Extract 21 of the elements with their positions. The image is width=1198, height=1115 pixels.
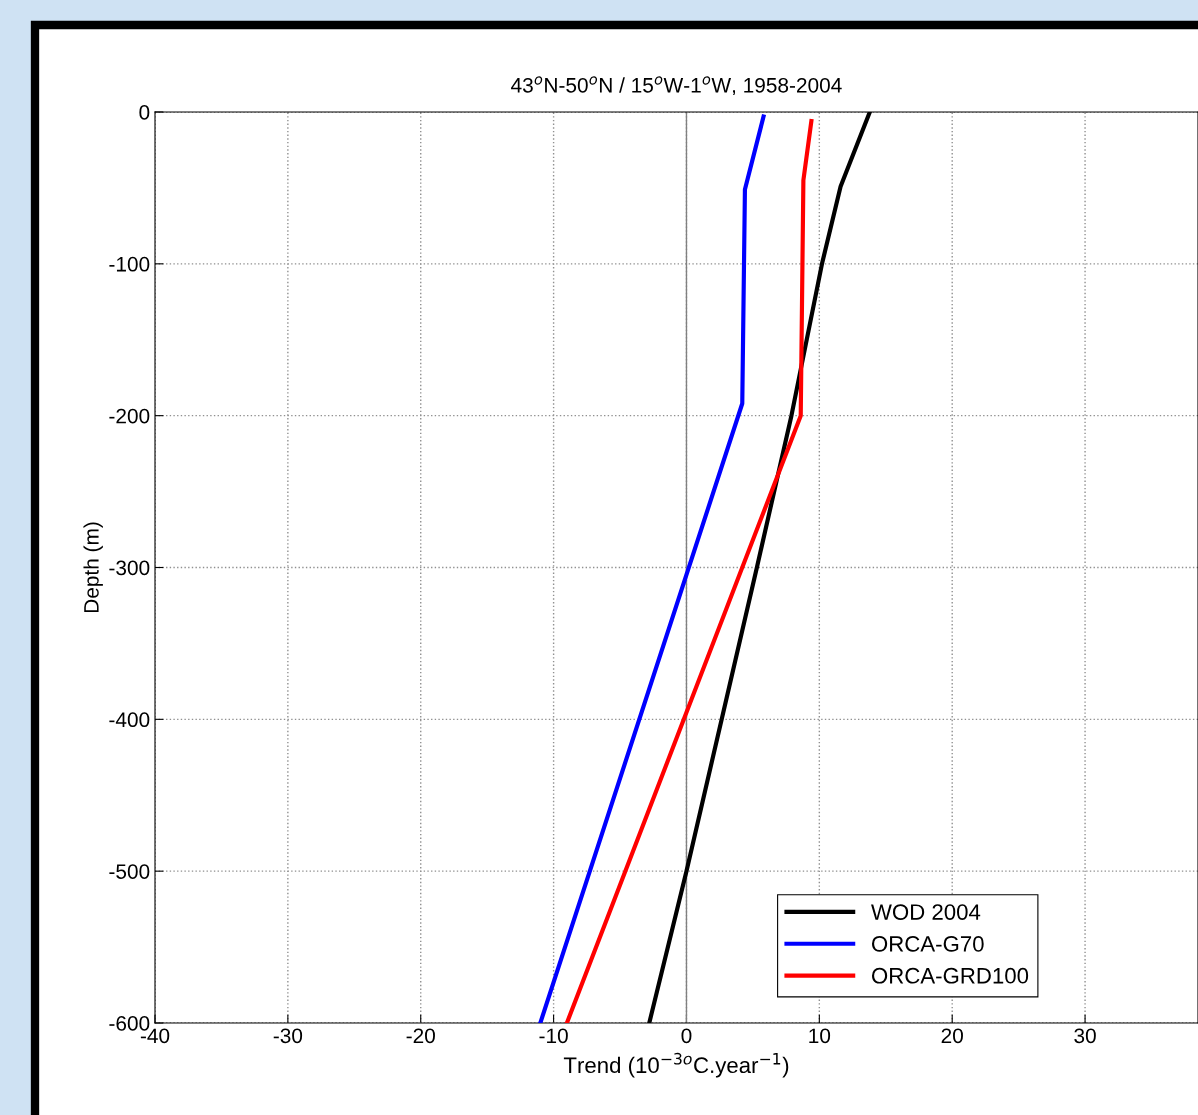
y-axis-title: Depth (m) bbox=[83, 522, 103, 613]
x-tick-label: -30 bbox=[273, 1028, 303, 1044]
y-tick-label: -300 bbox=[109, 560, 150, 576]
x-tick-label: 20 bbox=[941, 1028, 963, 1044]
y-tick-label: 0 bbox=[139, 105, 150, 120]
x-tick-label: 0 bbox=[681, 1028, 692, 1044]
line-series bbox=[538, 114, 766, 1023]
line-series bbox=[564, 119, 814, 1023]
x-tick-label: -10 bbox=[539, 1028, 568, 1044]
y-tick-label: -100 bbox=[109, 256, 150, 272]
chart-title: 43$^{o}$N-50$^{o}$N / 15$^{o}$W-1$^{o}$W, 1958-2004 bbox=[511, 76, 842, 96]
x-tick-label: 10 bbox=[809, 1028, 831, 1044]
x-axis-title: Trend (10$^{−3o}$C.year$^{−1}$) bbox=[563, 1052, 789, 1078]
legend-label: ORCA-G70 bbox=[871, 936, 984, 952]
x-tick-label: -20 bbox=[406, 1028, 435, 1044]
y-tick-label: -200 bbox=[109, 408, 150, 424]
x-tick-label: 30 bbox=[1074, 1028, 1096, 1044]
legend-label: WOD 2004 bbox=[871, 904, 981, 920]
y-tick-label: -400 bbox=[109, 712, 150, 728]
y-tick-label: -500 bbox=[109, 864, 150, 879]
legend-label: ORCA-GRD100 bbox=[871, 967, 1029, 984]
